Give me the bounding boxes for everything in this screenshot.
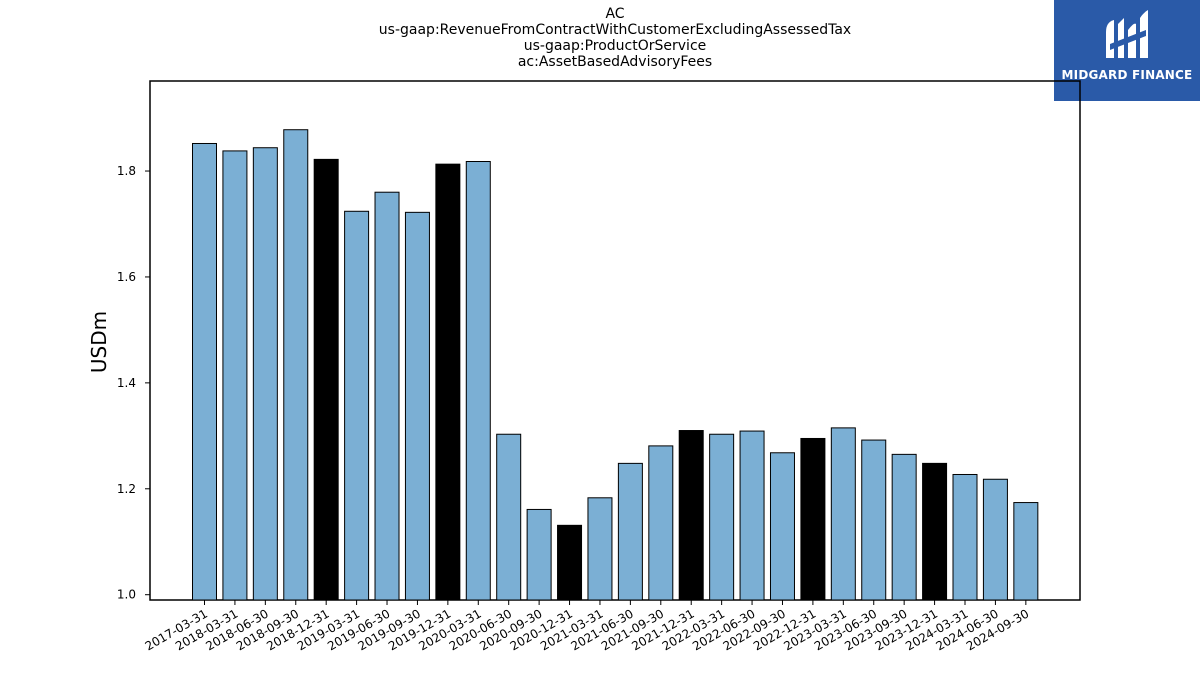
bar-2020-03-31: [465, 161, 491, 601]
bar-2018-03-31: [222, 150, 248, 601]
bar-2017-03-31: [192, 142, 217, 601]
logo-mark-icon: [1106, 10, 1148, 59]
bars-group: [192, 129, 1039, 601]
x-axis: 2017-03-312018-03-312018-06-302018-09-30…: [143, 600, 1031, 653]
y-tick-label: 1.8: [117, 164, 136, 178]
bar-2021-12-31: [678, 430, 704, 601]
title-line-4: ac:AssetBasedAdvisoryFees: [517, 54, 713, 70]
bar-2023-09-30: [891, 453, 917, 601]
title-line-2: us-gaap:RevenueFromContractWithCustomerE…: [378, 22, 852, 38]
bar-2023-06-30: [861, 439, 887, 601]
bar-2020-09-30: [526, 508, 552, 601]
bar-2024-09-30: [1013, 502, 1039, 601]
bar-2019-06-30: [374, 191, 400, 601]
bar-2023-12-31: [922, 462, 948, 601]
bar-2020-12-31: [557, 524, 583, 601]
bar-2021-03-31: [587, 497, 613, 601]
bar-2024-03-31: [952, 473, 978, 601]
y-tick-label: 1.4: [117, 376, 136, 390]
y-tick-label: 1.2: [117, 482, 136, 496]
y-axis: 1.0 1.2 1.4 1.6 1.8: [117, 164, 150, 602]
logo-text: MIDGARD FINANCE: [1061, 68, 1193, 82]
bar-2019-12-31: [435, 163, 461, 601]
bar-2018-06-30: [252, 147, 278, 601]
title-line-3: us-gaap:ProductOrService: [523, 38, 707, 54]
y-tick-label: 1.0: [117, 588, 136, 602]
title-line-1: AC: [605, 6, 625, 22]
plot-area: [149, 80, 1081, 601]
bar-2022-09-30: [769, 452, 795, 601]
bar-2019-03-31: [344, 210, 370, 601]
bar-2021-06-30: [617, 462, 643, 601]
bar-2023-03-31: [830, 427, 856, 601]
bar-2020-06-30: [496, 433, 522, 601]
bar-2022-06-30: [739, 430, 765, 601]
bar-2022-03-31: [709, 433, 735, 601]
y-tick-label: 1.6: [117, 270, 136, 284]
y-axis-label: USDm: [87, 311, 111, 373]
bar-2018-09-30: [283, 129, 309, 601]
midgard-finance-logo: MIDGARD FINANCE: [1054, 0, 1200, 101]
bar-2022-12-31: [800, 437, 826, 601]
chart-title: AC us-gaap:RevenueFromContractWithCustom…: [150, 6, 1080, 70]
bar-2024-06-30: [982, 478, 1008, 601]
bar-2019-09-30: [404, 211, 430, 601]
bar-2021-09-30: [648, 445, 674, 601]
bar-2018-12-31: [313, 158, 339, 601]
